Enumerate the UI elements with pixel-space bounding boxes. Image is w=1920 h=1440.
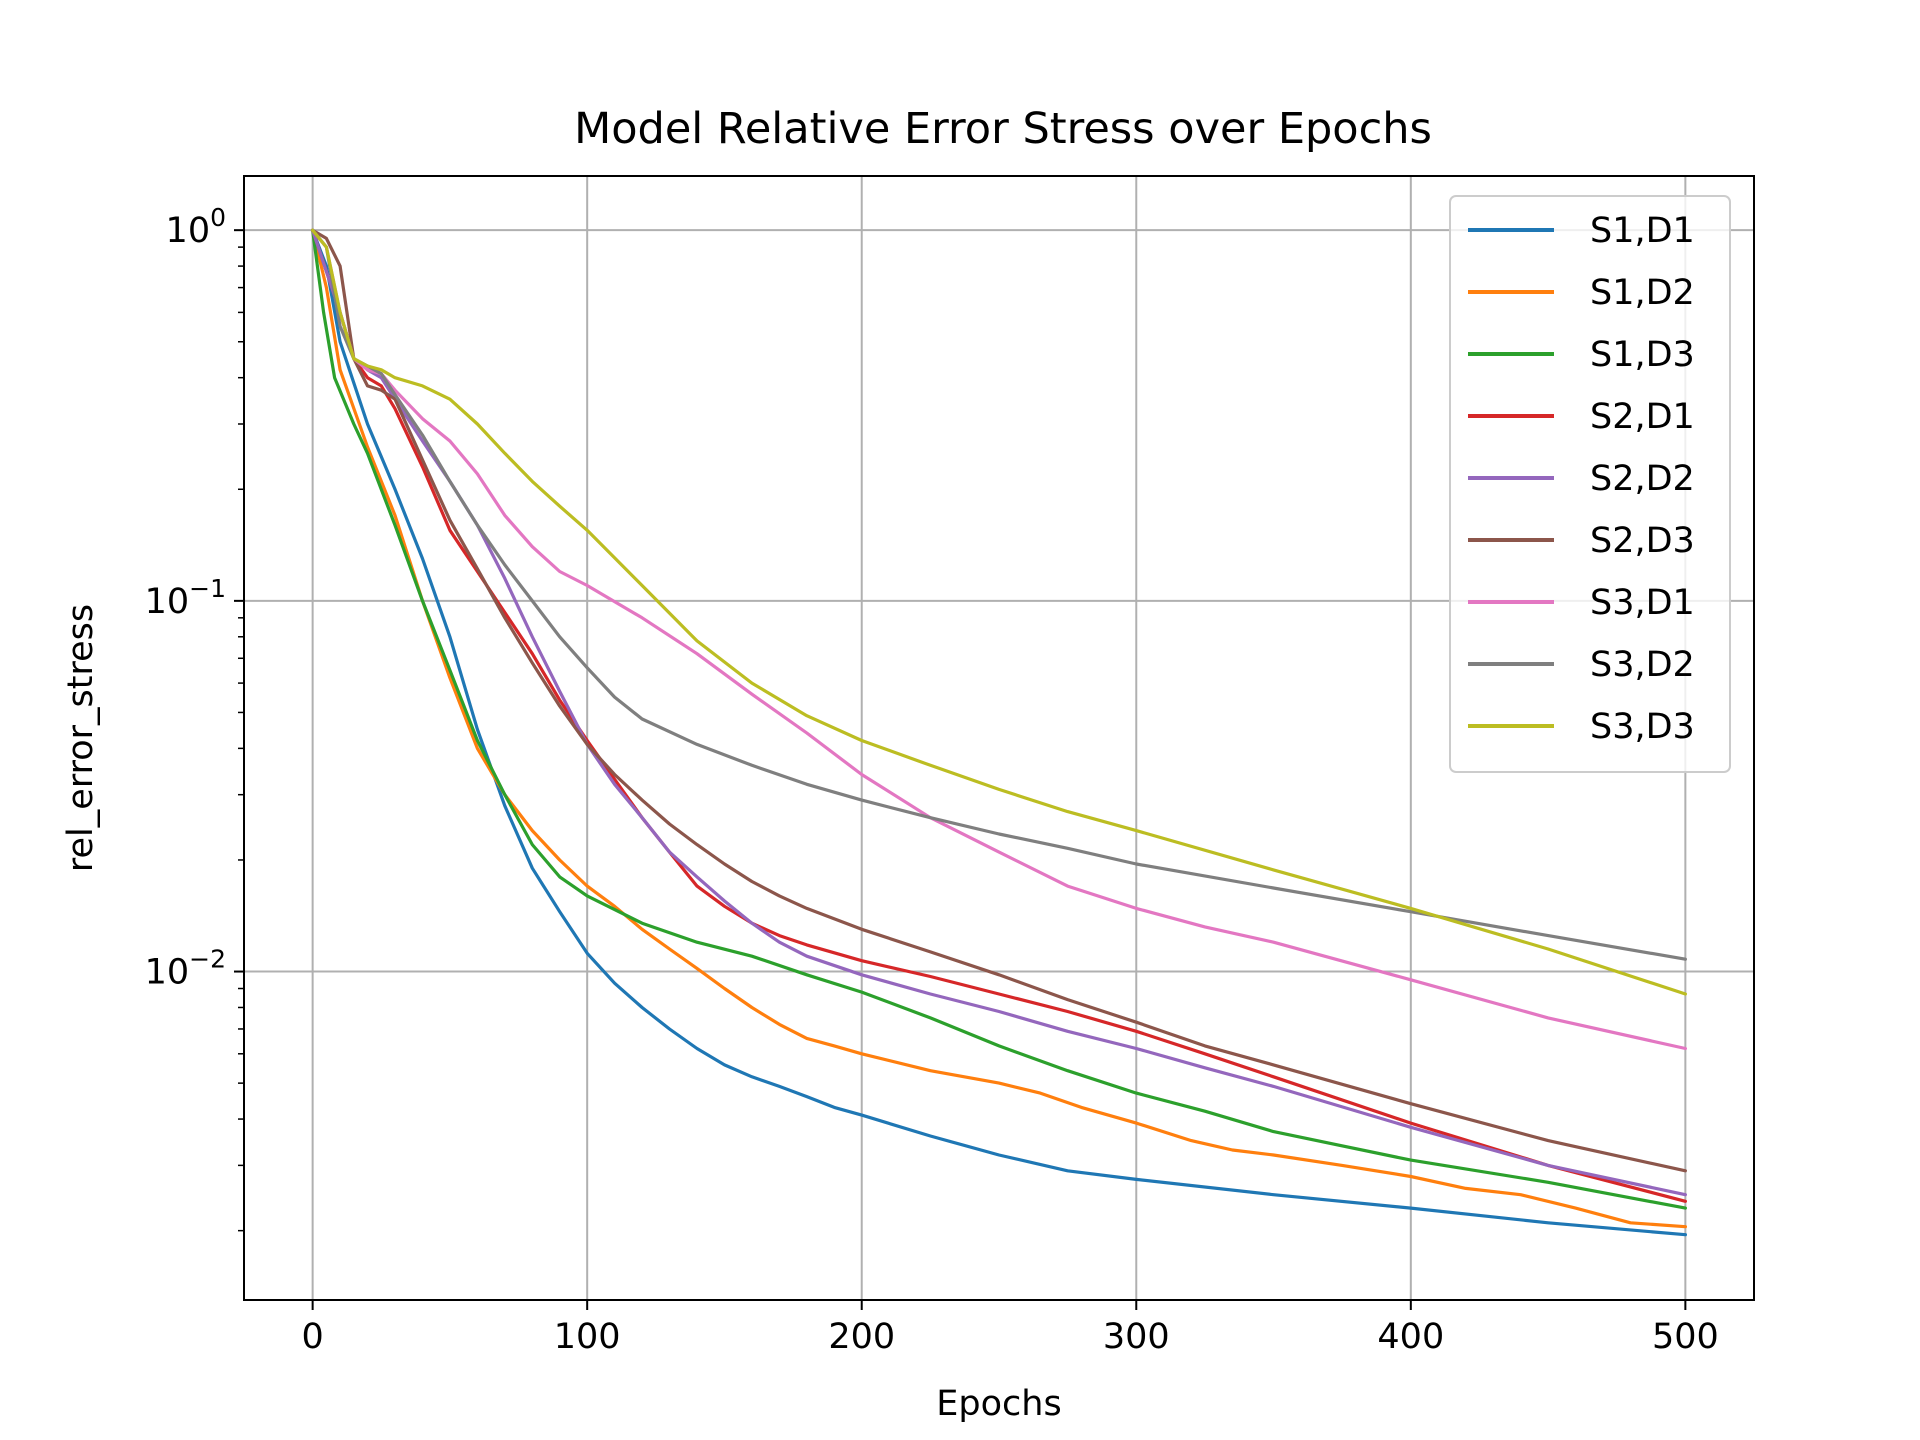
legend-label: S2,D2 <box>1590 459 1695 499</box>
y-tick-label: 100 <box>166 203 226 251</box>
x-tick-label: 400 <box>1377 1317 1444 1357</box>
legend: S1,D1 S1,D2 S1,D3 S2,D1 S2,D2 S2,D3 S3,D1 S3,D2… <box>1449 195 1731 773</box>
series-layer <box>311 228 1687 1237</box>
series-line-s1-d1 <box>311 228 1687 1237</box>
legend-label: S3,D2 <box>1590 645 1695 685</box>
y-axis-label: rel_error_stress <box>61 604 101 872</box>
y-tick-label: 10−1 <box>145 574 226 622</box>
legend-label: S3,D1 <box>1590 583 1695 623</box>
series-line-s3-d3 <box>311 228 1687 996</box>
x-tick-label: 0 <box>301 1317 323 1357</box>
series-line-s2-d3 <box>311 228 1687 1173</box>
x-tick-label: 200 <box>828 1317 895 1357</box>
legend-label: S3,D3 <box>1590 707 1695 747</box>
axes-frame <box>243 175 1755 1301</box>
series-line-s1-d2 <box>311 228 1687 1229</box>
legend-label: S1,D3 <box>1590 335 1695 375</box>
x-tick-label: 300 <box>1103 1317 1170 1357</box>
legend-box <box>1449 195 1731 773</box>
legend-label: S1,D1 <box>1590 211 1695 251</box>
chart-title: Model Relative Error Stress over Epochs <box>574 104 1432 154</box>
legend-label: S1,D2 <box>1590 273 1695 313</box>
y-tick-label: 10−2 <box>145 945 226 993</box>
legend-label: S2,D1 <box>1590 397 1695 437</box>
series-line-s3-d1 <box>311 228 1687 1051</box>
x-tick-label: 500 <box>1652 1317 1719 1357</box>
axis-ticks: 0 100 200 300 400 500 100 10−1 10−2 <box>145 203 1719 1357</box>
x-axis-label: Epochs <box>936 1384 1061 1424</box>
legend-label: S2,D3 <box>1590 521 1695 561</box>
series-line-s1-d3 <box>311 228 1687 1210</box>
x-tick-label: 100 <box>554 1317 621 1357</box>
series-line-s3-d2 <box>311 228 1687 961</box>
